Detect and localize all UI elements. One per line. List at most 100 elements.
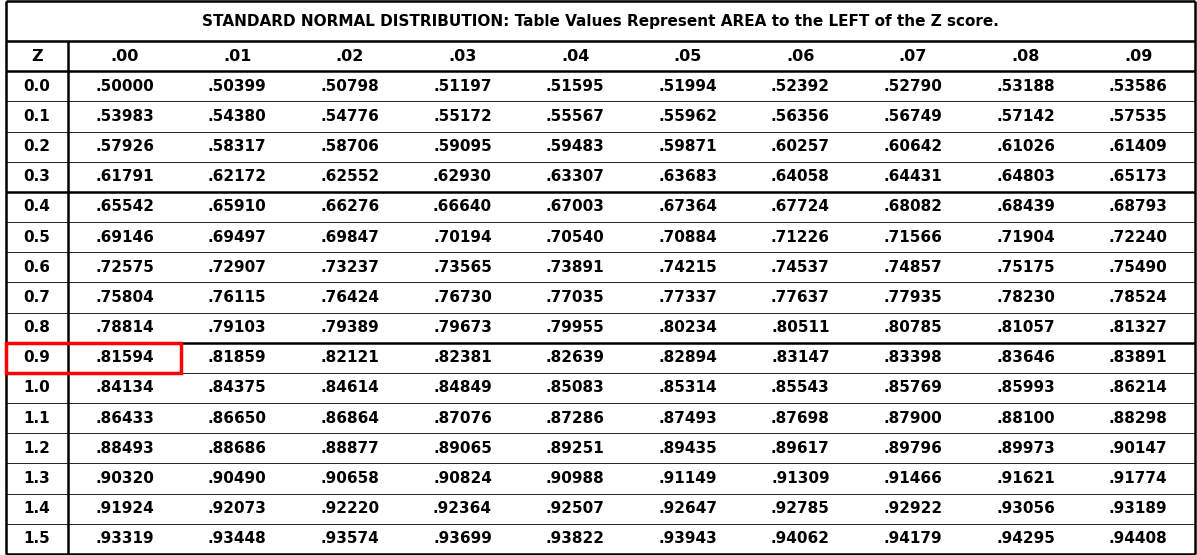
Text: .88100: .88100 [996,411,1055,426]
Text: .60642: .60642 [883,139,942,154]
Text: .63307: .63307 [546,169,604,184]
Text: .82121: .82121 [321,350,379,365]
Text: .93574: .93574 [321,531,379,546]
Text: 0.5: 0.5 [24,230,50,245]
Text: .70884: .70884 [658,230,717,245]
Text: .92364: .92364 [433,501,492,516]
Text: .51197: .51197 [433,79,492,94]
Text: 0.0: 0.0 [24,79,50,94]
Text: .83398: .83398 [883,350,942,365]
Text: .62930: .62930 [433,169,492,184]
Text: .91309: .91309 [771,471,830,486]
Text: .91149: .91149 [658,471,717,486]
Text: .77637: .77637 [771,290,830,305]
Text: .86214: .86214 [1108,381,1168,396]
Text: .73237: .73237 [321,260,379,275]
Text: .59095: .59095 [433,139,492,154]
Text: .67003: .67003 [546,199,604,214]
Text: .67724: .67724 [771,199,830,214]
Text: .90988: .90988 [546,471,604,486]
Text: .04: .04 [561,49,589,64]
Text: .08: .08 [1011,49,1040,64]
Text: .84849: .84849 [433,381,492,396]
Text: .92785: .92785 [771,501,830,516]
Text: .92073: .92073 [208,501,267,516]
Text: .85314: .85314 [658,381,717,396]
Text: 1.2: 1.2 [24,441,50,456]
Text: .79955: .79955 [546,320,604,335]
Text: .93943: .93943 [658,531,717,546]
Text: .76115: .76115 [208,290,267,305]
Text: .64058: .64058 [771,169,830,184]
Text: .01: .01 [223,49,251,64]
Bar [6,343,181,373]
Text: .52392: .52392 [771,79,830,94]
Text: .53188: .53188 [996,79,1055,94]
Text: .94179: .94179 [883,531,942,546]
Text: .05: .05 [674,49,701,64]
Text: .89251: .89251 [546,441,604,456]
Text: .59871: .59871 [658,139,717,154]
Text: .77935: .77935 [883,290,942,305]
Text: .62172: .62172 [208,169,267,184]
Text: .71566: .71566 [883,230,942,245]
Text: 0.7: 0.7 [24,290,50,305]
Text: .65910: .65910 [208,199,267,214]
Text: 0.8: 0.8 [24,320,50,335]
Text: .66276: .66276 [321,199,379,214]
Text: .92507: .92507 [546,501,604,516]
Text: .65542: .65542 [95,199,154,214]
Text: .85993: .85993 [996,381,1055,396]
Text: .86433: .86433 [95,411,154,426]
Text: .92220: .92220 [321,501,379,516]
Text: .85769: .85769 [883,381,942,396]
Text: .82639: .82639 [546,350,604,365]
Text: .51595: .51595 [546,79,604,94]
Text: .57926: .57926 [95,139,154,154]
Text: .78524: .78524 [1108,290,1168,305]
Text: .57535: .57535 [1108,109,1167,124]
Text: .65173: .65173 [1108,169,1167,184]
Text: .50399: .50399 [208,79,267,94]
Text: .83891: .83891 [1108,350,1167,365]
Text: .81057: .81057 [996,320,1055,335]
Text: .58317: .58317 [208,139,267,154]
Text: .81859: .81859 [208,350,267,365]
Text: .59483: .59483 [546,139,604,154]
Text: .82894: .82894 [658,350,717,365]
Text: .88877: .88877 [321,441,379,456]
Text: .93448: .93448 [208,531,267,546]
Text: .88686: .88686 [208,441,267,456]
Text: .56749: .56749 [883,109,942,124]
Text: .52790: .52790 [883,79,942,94]
Text: .79673: .79673 [433,320,492,335]
Text: .68439: .68439 [996,199,1055,214]
Text: .50000: .50000 [96,79,154,94]
Text: .87076: .87076 [433,411,492,426]
Text: .71226: .71226 [771,230,830,245]
Text: .70540: .70540 [546,230,604,245]
Text: .75175: .75175 [996,260,1055,275]
Text: .75804: .75804 [96,290,154,305]
Text: .07: .07 [899,49,928,64]
Text: .61409: .61409 [1108,139,1167,154]
Text: .55962: .55962 [658,109,717,124]
Text: .89065: .89065 [433,441,492,456]
Text: .72240: .72240 [1108,230,1168,245]
Text: .87900: .87900 [883,411,942,426]
Text: .69146: .69146 [95,230,154,245]
Text: .88298: .88298 [1108,411,1168,426]
Text: .77337: .77337 [658,290,717,305]
Text: 0.4: 0.4 [24,199,50,214]
Text: .54380: .54380 [208,109,267,124]
Text: .55172: .55172 [433,109,492,124]
Text: .89973: .89973 [996,441,1055,456]
Text: Z: Z [31,49,43,64]
Text: .80511: .80511 [771,320,830,335]
Text: 0.6: 0.6 [24,260,50,275]
Text: .69497: .69497 [208,230,267,245]
Text: .74857: .74857 [883,260,942,275]
Text: 0.3: 0.3 [24,169,50,184]
Text: .76730: .76730 [433,290,492,305]
Text: .75490: .75490 [1108,260,1167,275]
